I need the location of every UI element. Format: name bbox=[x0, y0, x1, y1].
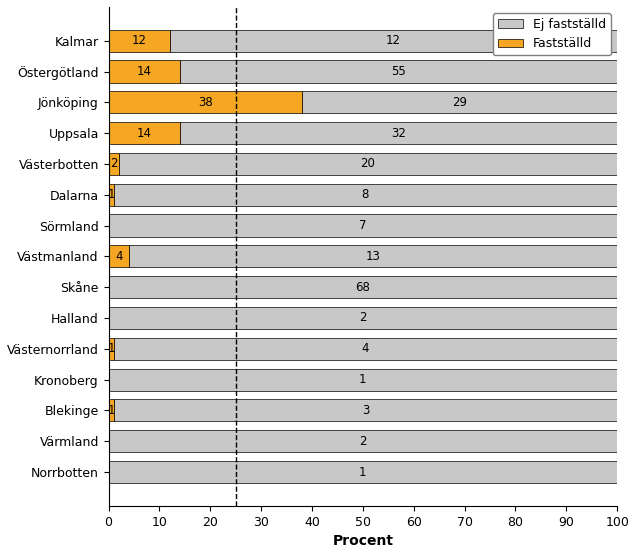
Bar bbox=[109, 60, 180, 83]
Bar bbox=[109, 245, 129, 268]
Bar bbox=[109, 153, 119, 175]
Text: 29: 29 bbox=[452, 96, 467, 109]
Text: 14: 14 bbox=[137, 127, 151, 140]
Bar bbox=[109, 276, 617, 298]
Text: 32: 32 bbox=[391, 127, 406, 140]
Bar bbox=[180, 122, 617, 144]
Bar bbox=[109, 337, 114, 360]
X-axis label: Procent: Procent bbox=[333, 534, 393, 548]
Bar bbox=[114, 184, 617, 206]
Bar bbox=[119, 153, 617, 175]
Text: 3: 3 bbox=[362, 404, 369, 417]
Text: 1: 1 bbox=[107, 342, 115, 355]
Text: 2: 2 bbox=[359, 435, 366, 448]
Bar bbox=[109, 430, 617, 452]
Bar bbox=[109, 91, 302, 113]
Text: 14: 14 bbox=[137, 65, 151, 78]
Bar bbox=[114, 337, 617, 360]
Bar bbox=[170, 29, 617, 52]
Text: 1: 1 bbox=[107, 188, 115, 201]
Bar bbox=[109, 122, 180, 144]
Text: 13: 13 bbox=[366, 250, 380, 263]
Text: 7: 7 bbox=[359, 219, 366, 232]
Bar bbox=[302, 91, 617, 113]
Bar bbox=[109, 307, 617, 329]
Bar bbox=[109, 399, 114, 421]
Text: 1: 1 bbox=[359, 466, 366, 478]
Text: 2: 2 bbox=[110, 158, 118, 170]
Text: 12: 12 bbox=[132, 34, 146, 47]
Bar bbox=[109, 369, 617, 391]
Text: 20: 20 bbox=[361, 158, 375, 170]
Bar bbox=[109, 29, 170, 52]
Bar bbox=[180, 60, 617, 83]
Legend: Ej fastställd, Fastställd: Ej fastställd, Fastställd bbox=[493, 13, 611, 56]
Text: 8: 8 bbox=[362, 188, 369, 201]
Text: 1: 1 bbox=[107, 404, 115, 417]
Bar bbox=[109, 214, 617, 236]
Bar bbox=[109, 184, 114, 206]
Bar bbox=[114, 399, 617, 421]
Text: 12: 12 bbox=[386, 34, 401, 47]
Text: 55: 55 bbox=[391, 65, 406, 78]
Text: 68: 68 bbox=[356, 281, 370, 294]
Text: 1: 1 bbox=[359, 373, 366, 386]
Bar bbox=[109, 461, 617, 483]
Text: 2: 2 bbox=[359, 311, 366, 325]
Bar bbox=[129, 245, 617, 268]
Text: 38: 38 bbox=[198, 96, 212, 109]
Text: 4: 4 bbox=[362, 342, 369, 355]
Text: 4: 4 bbox=[115, 250, 123, 263]
